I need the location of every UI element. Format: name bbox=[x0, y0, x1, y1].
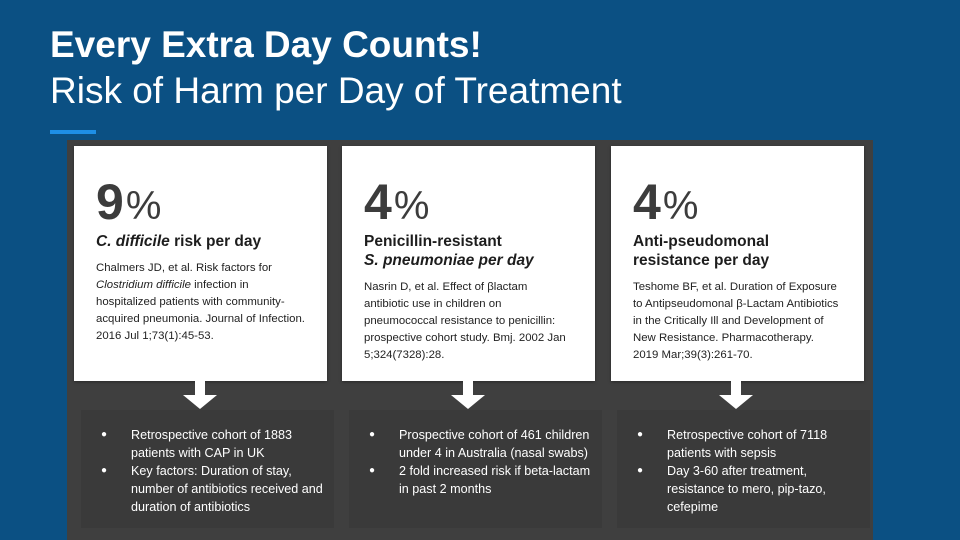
stat-heading: Anti-pseudomonal resistance per day bbox=[633, 232, 842, 270]
stat-value: 9% bbox=[96, 176, 305, 228]
stat-heading-plain: risk per day bbox=[169, 233, 262, 250]
citation-italic: Clostridium difficile bbox=[96, 279, 191, 291]
stat-heading: C. difficile risk per day bbox=[96, 232, 305, 251]
stat-value: 4% bbox=[633, 176, 842, 228]
bullet-icon: ● bbox=[369, 465, 376, 476]
list-item: ● Retrospective cohort of 1883 patients w… bbox=[101, 428, 293, 460]
citation: Nasrin D, et al. Effect of βlactam antib… bbox=[364, 281, 566, 361]
citation-pre: Chalmers JD, et al. Risk factors for bbox=[96, 262, 272, 274]
stat-unit: % bbox=[393, 184, 430, 228]
stat-heading-line-1: Penicillin-resistant bbox=[364, 233, 502, 250]
citation: Chalmers JD, et al. Risk factors for Clo… bbox=[96, 260, 305, 345]
bullet-icon: ● bbox=[101, 465, 108, 476]
stat-heading-italic: C. difficile bbox=[96, 233, 170, 250]
list-item: ● Day 3-60 after treatment, resistance to… bbox=[637, 464, 826, 514]
title-line-1: Every Extra Day Counts! bbox=[50, 24, 482, 65]
list-item: ● Retrospective cohort of 7118 patients w… bbox=[637, 428, 828, 460]
stat-heading: Penicillin-resistant S. pneumoniae per d… bbox=[364, 232, 573, 270]
bullet-icon: ● bbox=[637, 429, 644, 440]
list-item: ● Prospective cohort of 461 children unde… bbox=[369, 428, 590, 460]
slide-title: Every Extra Day Counts! Risk of Harm per… bbox=[50, 22, 622, 114]
details-panel-cdiff: ● Retrospective cohort of 1883 patients w… bbox=[81, 410, 334, 528]
bullet-icon: ● bbox=[637, 465, 644, 476]
stat-card-cdiff: 9% C. difficile risk per day Chalmers JD… bbox=[74, 146, 327, 381]
stat-number: 4 bbox=[633, 174, 661, 230]
citation: Teshome BF, et al. Duration of Exposure … bbox=[633, 281, 839, 361]
title-line-2: Risk of Harm per Day of Treatment bbox=[50, 70, 622, 111]
stat-value: 4% bbox=[364, 176, 573, 228]
list-item: ● Key factors: Duration of stay, number o… bbox=[101, 464, 323, 514]
stat-unit: % bbox=[662, 184, 699, 228]
stat-unit: % bbox=[125, 184, 162, 228]
bullet-icon: ● bbox=[369, 429, 376, 440]
details-panel-pneumoniae: ● Prospective cohort of 461 children unde… bbox=[349, 410, 602, 528]
stat-number: 9 bbox=[96, 174, 124, 230]
stat-heading-line-2: S. pneumoniae per day bbox=[364, 252, 534, 269]
details-panel-pseudomonal: ● Retrospective cohort of 7118 patients w… bbox=[617, 410, 870, 528]
accent-bar bbox=[50, 130, 96, 134]
list-item: ● 2 fold increased risk if beta-lactam in… bbox=[369, 464, 591, 496]
stat-heading-line-1: Anti-pseudomonal bbox=[633, 233, 770, 250]
stat-number: 4 bbox=[364, 174, 392, 230]
stat-card-pseudomonal: 4% Anti-pseudomonal resistance per day T… bbox=[611, 146, 864, 381]
citation-post: infection in hospitalized patients with … bbox=[96, 279, 305, 342]
stat-card-pneumoniae: 4% Penicillin-resistant S. pneumoniae pe… bbox=[342, 146, 595, 381]
stat-heading-line-2: resistance per day bbox=[633, 252, 770, 269]
bullet-icon: ● bbox=[101, 429, 108, 440]
